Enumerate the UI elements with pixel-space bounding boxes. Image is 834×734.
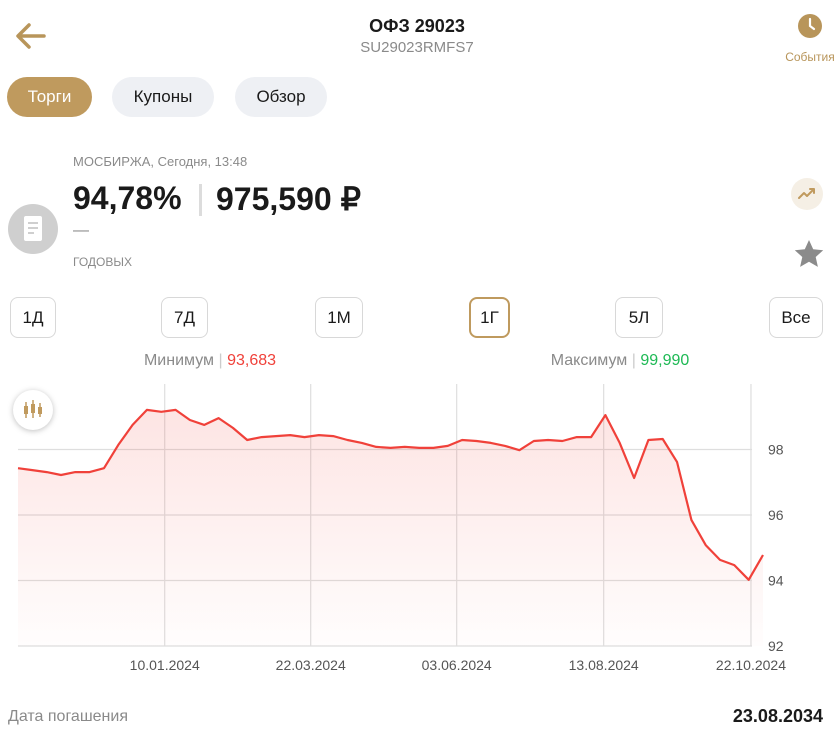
price-percent: 94,78%	[73, 180, 182, 216]
events-label[interactable]: События	[785, 50, 834, 64]
subtitle: SU29023RMFS7	[360, 39, 474, 56]
tab[interactable]: Обзор	[235, 77, 327, 117]
tab[interactable]: Купоны	[112, 77, 214, 117]
price-rub: 975,590 ₽	[216, 181, 361, 217]
yield: —	[73, 222, 89, 239]
events-icon[interactable]	[797, 13, 823, 39]
period-button[interactable]: 1Д	[10, 297, 56, 338]
y-tick-label: 94	[768, 573, 784, 589]
period-button[interactable]: 7Д	[161, 297, 208, 338]
x-tick-label: 22.10.2024	[716, 657, 786, 673]
divider: |	[631, 352, 636, 369]
back-button[interactable]	[14, 22, 48, 50]
candle-toggle[interactable]	[12, 389, 54, 431]
price-line	[17, 408, 764, 581]
trend-button[interactable]	[791, 178, 823, 210]
max-label: Максимум	[550, 352, 628, 369]
y-tick-label: 92	[768, 638, 784, 654]
y-tick-label: 98	[768, 442, 784, 458]
bond-icon	[8, 204, 58, 254]
exchange-time: МОСБИРЖА, Сегодня, 13:48	[73, 154, 248, 169]
period-button[interactable]: Все	[769, 297, 823, 338]
maturity-date: 23.08.2034	[732, 706, 823, 726]
price-chart: 92 94 96 98 10.01.2024 22.03.2024 03.06.2024 13…	[17, 384, 786, 673]
maturity-label: Дата погашения	[8, 708, 128, 725]
min-label: Минимум	[143, 352, 215, 369]
separator	[199, 184, 202, 216]
period-button[interactable]: 1М	[315, 297, 363, 338]
y-tick-label: 96	[768, 507, 784, 523]
period-button[interactable]: 1Г	[469, 297, 510, 338]
title: ОФЗ 29023	[369, 16, 465, 36]
x-tick-label: 03.06.2024	[422, 657, 492, 673]
divider: |	[218, 352, 223, 369]
max-value: 99,990	[640, 352, 690, 369]
yield-label: ГОДОВЫХ	[73, 255, 132, 269]
x-tick-label: 22.03.2024	[276, 657, 346, 673]
tab[interactable]: Торги	[7, 77, 92, 117]
period-button[interactable]: 5Л	[615, 297, 663, 338]
favorite-button[interactable]	[793, 238, 825, 270]
min-range: Минимум | 93,683	[0, 352, 420, 370]
x-tick-label: 13.08.2024	[569, 657, 639, 673]
x-tick-label: 10.01.2024	[130, 657, 200, 673]
area-fill	[18, 409, 763, 646]
min-value: 93,683	[227, 352, 277, 369]
max-range: Максимум | 99,990	[410, 352, 830, 370]
